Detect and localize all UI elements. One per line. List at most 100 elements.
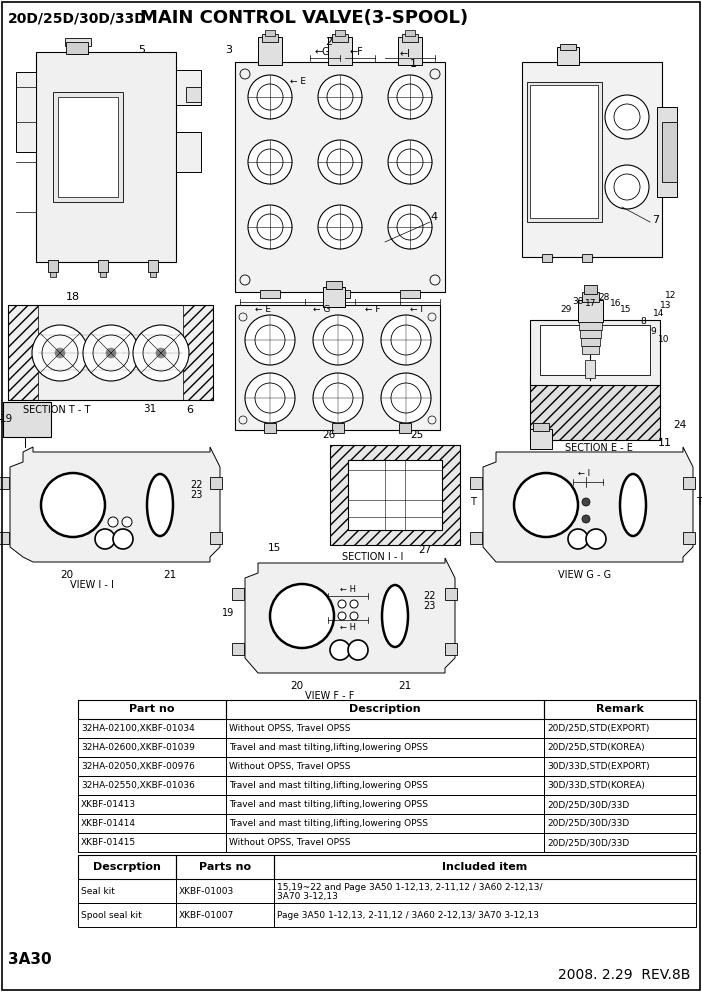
Text: Travel and mast tilting,lifting,lowering OPSS: Travel and mast tilting,lifting,lowering… [229,781,428,790]
Bar [582,292,599,302]
Bar [100,272,106,277]
Text: 31: 31 [143,404,157,414]
Bar [274,879,696,903]
Bar [544,700,696,719]
Text: ← H: ← H [340,623,356,632]
Text: XKBF-01415: XKBF-01415 [81,838,136,847]
Text: 32HA-02600,XKBF-01039: 32HA-02600,XKBF-01039 [81,743,195,752]
Bar [582,346,599,354]
Text: Parts no: Parts no [199,862,251,872]
Text: Included item: Included item [442,862,528,872]
Bar [226,814,544,833]
Bar [580,330,601,338]
Bar [530,380,660,440]
Circle shape [106,348,116,358]
Circle shape [248,140,292,184]
Text: Without OPSS, Travel OPSS: Without OPSS, Travel OPSS [229,724,350,733]
Bar [258,37,282,65]
Text: 27: 27 [418,545,431,555]
Text: 21: 21 [398,681,411,691]
Text: 3: 3 [225,45,232,55]
Text: Page 3A50 1-12,13, 2-11,12 / 3A60 2-12,13/ 3A70 3-12,13: Page 3A50 1-12,13, 2-11,12 / 3A60 2-12,1… [277,911,539,920]
Bar [148,260,158,272]
Bar [232,643,244,655]
Ellipse shape [382,585,408,647]
Bar [232,588,244,600]
Text: Spool seal kit: Spool seal kit [81,911,142,920]
Text: 20D/25D/30D/33D: 20D/25D/30D/33D [547,800,629,809]
Text: 8: 8 [640,317,646,326]
Circle shape [42,335,78,371]
Text: 23: 23 [423,601,435,611]
Text: ← G: ← G [313,305,331,313]
Bar [150,272,156,277]
Circle shape [83,325,139,381]
Bar [98,260,108,272]
Circle shape [245,315,295,365]
Bar [265,30,275,36]
Bar [335,30,345,36]
Bar [0,477,9,489]
Bar [235,305,440,430]
Text: ←G: ←G [315,47,331,57]
Circle shape [95,529,115,549]
Bar [235,62,445,292]
Circle shape [388,140,432,184]
Text: ←I: ←I [400,49,411,59]
Circle shape [108,517,118,527]
Text: VIEW I - I: VIEW I - I [70,580,114,590]
Circle shape [586,529,606,549]
Text: ← F: ← F [365,305,380,313]
Bar [544,719,696,738]
Bar [78,833,226,852]
Text: 21: 21 [163,570,176,580]
Text: ← E: ← E [255,305,271,313]
Bar [683,532,695,544]
Text: 1: 1 [410,59,417,69]
Bar [581,338,600,346]
Text: 24: 24 [673,420,687,430]
Text: Travel and mast tilting,lifting,lowering OPSS: Travel and mast tilting,lifting,lowering… [229,819,428,828]
Bar [544,738,696,757]
Text: Description: Description [349,704,420,714]
Bar [183,305,213,400]
Bar [540,325,650,375]
Circle shape [568,529,588,549]
Bar [560,44,576,50]
Bar [264,423,276,433]
Bar [78,795,226,814]
Bar [470,477,482,489]
Text: 32HA-02100,XKBF-01034: 32HA-02100,XKBF-01034 [81,724,194,733]
Text: Without OPSS, Travel OPSS: Without OPSS, Travel OPSS [229,762,350,771]
Bar [584,285,597,294]
Bar [683,477,695,489]
Bar [78,776,226,795]
Bar [326,281,342,289]
Bar [522,62,662,257]
Bar [402,34,418,42]
Text: 10: 10 [658,335,670,344]
Bar [8,305,38,400]
Text: 30D/33D,STD(KOREA): 30D/33D,STD(KOREA) [547,781,645,790]
Text: ←F: ←F [350,47,364,57]
Text: Remark: Remark [596,704,644,714]
Bar [78,814,226,833]
Text: 32HA-02550,XKBF-01036: 32HA-02550,XKBF-01036 [81,781,195,790]
Circle shape [582,515,590,523]
Circle shape [133,325,189,381]
Bar [399,423,411,433]
Text: 29: 29 [560,306,571,314]
Text: 20D/25D,STD(EXPORT): 20D/25D,STD(EXPORT) [547,724,649,733]
Text: 25: 25 [410,430,423,440]
Text: 23: 23 [190,490,202,500]
Text: 20D/25D,STD(KOREA): 20D/25D,STD(KOREA) [547,743,644,752]
Bar [48,260,58,272]
Bar [530,429,552,449]
Circle shape [388,75,432,119]
Text: 19: 19 [222,608,234,618]
Bar [58,97,118,197]
Text: 12: 12 [665,291,676,300]
Text: 13: 13 [660,301,672,310]
Bar [186,87,201,102]
Bar [530,380,660,440]
